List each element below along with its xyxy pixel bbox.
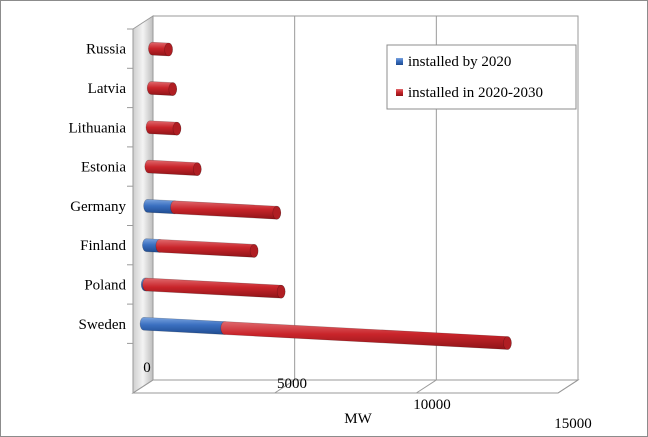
legend-label-installed-2020-2030: installed in 2020-2030 <box>408 85 543 101</box>
legend-box <box>386 44 577 110</box>
legend-swatch-installed-2020-2030 <box>396 89 403 96</box>
category-label-sweden: Sweden <box>79 317 127 333</box>
category-label-latvia: Latvia <box>88 81 127 97</box>
bar-end-cap-sweden <box>503 336 512 350</box>
floor-gridline-5000 <box>274 379 295 394</box>
floor-gridline-10000 <box>416 379 437 394</box>
bars <box>139 41 512 350</box>
legend-label-installed-by-2020: installed by 2020 <box>408 54 511 70</box>
x-tick-label-5000: 5000 <box>277 376 307 392</box>
category-label-russia: Russia <box>86 42 126 58</box>
bar-end-cap-lithuania <box>172 121 182 136</box>
bar-end-cap-russia <box>164 42 173 57</box>
x-tick-label-0: 0 <box>143 360 151 376</box>
x-tick-label-10000: 10000 <box>413 397 451 413</box>
bar-estonia-installed-2020-2030 <box>144 159 202 176</box>
category-ticks <box>127 28 133 344</box>
bar-end-cap-poland <box>276 284 286 299</box>
category-label-finland: Finland <box>80 238 126 254</box>
legend-swatch-installed-by-2020 <box>396 58 403 65</box>
legend: installed by 2020 installed in 2020-2030 <box>386 44 577 110</box>
x-tick-label-15000: 15000 <box>554 416 592 432</box>
bar-end-cap-germany <box>272 205 282 220</box>
category-label-germany: Germany <box>70 199 126 215</box>
category-label-estonia: Estonia <box>81 160 126 176</box>
bar-end-cap-estonia <box>192 162 202 176</box>
category-label-poland: Poland <box>84 277 126 293</box>
bar-end-cap-finland <box>249 244 259 258</box>
labels: 0 5000 10000 15000 Russia Latvia Lithuania Esto… <box>69 42 592 432</box>
x-axis-title: MW <box>344 411 372 427</box>
bar-end-cap-latvia <box>168 82 178 96</box>
category-label-lithuania: Lithuania <box>69 120 127 136</box>
floor-gridline-15000 <box>557 379 579 394</box>
